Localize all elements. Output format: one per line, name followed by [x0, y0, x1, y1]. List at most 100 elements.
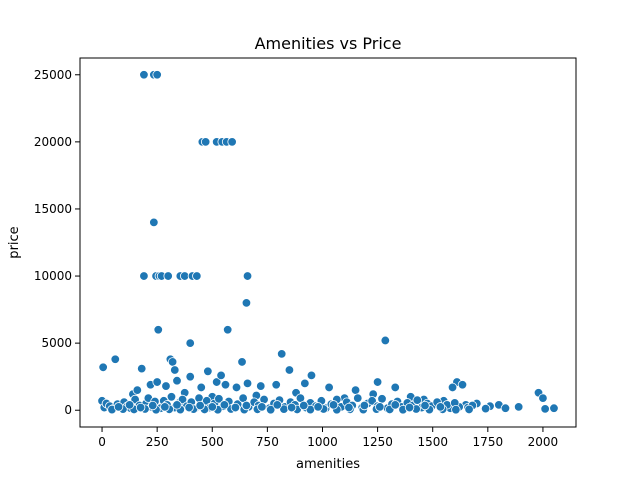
points-layer — [97, 70, 559, 415]
data-point-47 — [211, 377, 222, 387]
data-point-20 — [241, 298, 252, 308]
y-tick-label-1: 5000 — [41, 336, 72, 350]
data-point-212 — [404, 402, 415, 413]
data-point-100 — [166, 392, 177, 402]
data-point-204 — [286, 402, 297, 413]
x-tick-label-5: 1250 — [362, 435, 393, 449]
data-point-194 — [160, 402, 170, 412]
data-point-205 — [299, 400, 309, 411]
data-point-42 — [161, 381, 171, 391]
data-point-32 — [277, 349, 287, 359]
data-point-196 — [184, 402, 194, 413]
data-point-21 — [153, 325, 163, 335]
data-point-52 — [256, 381, 266, 391]
data-point-29 — [167, 357, 178, 367]
data-point-73 — [500, 403, 511, 413]
data-point-75 — [540, 404, 550, 414]
data-point-45 — [196, 382, 206, 393]
y-axis: 0 5000 10000 15000 20000 25000 — [34, 68, 80, 417]
data-point-48 — [216, 370, 226, 381]
data-point-76 — [549, 403, 559, 413]
data-point-50 — [231, 382, 242, 393]
y-tick-label-5: 25000 — [34, 68, 72, 82]
data-point-43 — [172, 376, 182, 386]
x-tick-label-6: 1500 — [417, 435, 448, 449]
data-point-201 — [241, 400, 252, 411]
data-point-193 — [148, 400, 158, 411]
data-point-112 — [214, 394, 224, 404]
data-point-59 — [538, 393, 548, 403]
data-point-200 — [230, 402, 241, 413]
data-point-202 — [257, 402, 267, 412]
data-point-41 — [152, 377, 162, 387]
data-point-77 — [480, 403, 491, 414]
data-point-197 — [195, 400, 205, 411]
x-tick-label-0: 0 — [98, 435, 106, 449]
y-tick-label-0: 0 — [64, 403, 72, 417]
data-point-9 — [149, 217, 159, 228]
data-point-24 — [380, 335, 391, 346]
x-tick-label-2: 500 — [201, 435, 224, 449]
data-point-210 — [375, 402, 385, 412]
data-point-31 — [237, 357, 247, 367]
y-tick-label-3: 15000 — [34, 202, 72, 216]
data-point-35 — [300, 378, 310, 389]
data-point-55 — [350, 385, 361, 395]
data-point-51 — [242, 378, 253, 389]
data-point-34 — [306, 370, 317, 381]
x-tick-label-3: 750 — [256, 435, 279, 449]
data-point-2 — [152, 70, 162, 80]
data-point-33 — [284, 365, 295, 375]
chart-title: Amenities vs Price — [255, 34, 402, 53]
data-point-4 — [200, 137, 211, 147]
data-point-203 — [272, 400, 283, 410]
x-tick-label-8: 2000 — [528, 435, 559, 449]
data-point-198 — [207, 402, 217, 412]
data-point-10 — [139, 271, 149, 281]
data-point-211 — [390, 400, 400, 410]
data-point-38 — [457, 380, 468, 390]
x-tick-label-4: 1000 — [307, 435, 338, 449]
plot-frame — [79, 57, 577, 428]
data-point-191 — [124, 400, 135, 410]
y-tick-label-2: 10000 — [34, 269, 72, 283]
data-point-14 — [163, 271, 173, 281]
data-point-206 — [313, 402, 323, 412]
x-tick-label-1: 250 — [146, 435, 169, 449]
data-point-53 — [271, 380, 281, 390]
data-point-49 — [220, 380, 231, 390]
data-point-213 — [420, 400, 430, 411]
data-point-214 — [435, 402, 446, 412]
data-point-36 — [372, 377, 383, 387]
x-tick-label-7: 1750 — [473, 435, 504, 449]
data-point-144 — [377, 394, 387, 404]
data-point-16 — [180, 271, 190, 281]
data-point-27 — [137, 363, 147, 374]
data-point-207 — [328, 400, 339, 410]
data-point-195 — [172, 400, 182, 410]
data-point-26 — [110, 354, 120, 364]
data-point-190 — [113, 402, 124, 412]
data-point-74 — [513, 402, 524, 412]
data-point-22 — [222, 325, 233, 335]
data-point-8 — [227, 137, 237, 147]
data-point-189 — [464, 404, 474, 415]
data-point-192 — [135, 402, 146, 413]
data-point-57 — [390, 382, 400, 393]
y-axis-label: price — [7, 226, 22, 258]
data-point-188 — [451, 404, 461, 415]
data-point-0 — [139, 70, 149, 80]
data-point-199 — [219, 400, 230, 410]
data-point-18 — [192, 271, 202, 281]
data-point-30 — [170, 365, 180, 375]
y-tick-label-4: 20000 — [34, 135, 72, 149]
x-axis-label: amenities — [296, 457, 360, 472]
data-point-61 — [132, 385, 143, 395]
x-axis: 0 250 500 750 1000 1250 1500 1750 2000 — [98, 427, 558, 449]
data-point-39 — [447, 382, 458, 393]
data-point-25 — [98, 362, 108, 372]
data-point-54 — [324, 382, 334, 393]
data-point-174 — [265, 404, 276, 415]
data-point-19 — [242, 271, 253, 281]
data-point-44 — [185, 371, 195, 382]
